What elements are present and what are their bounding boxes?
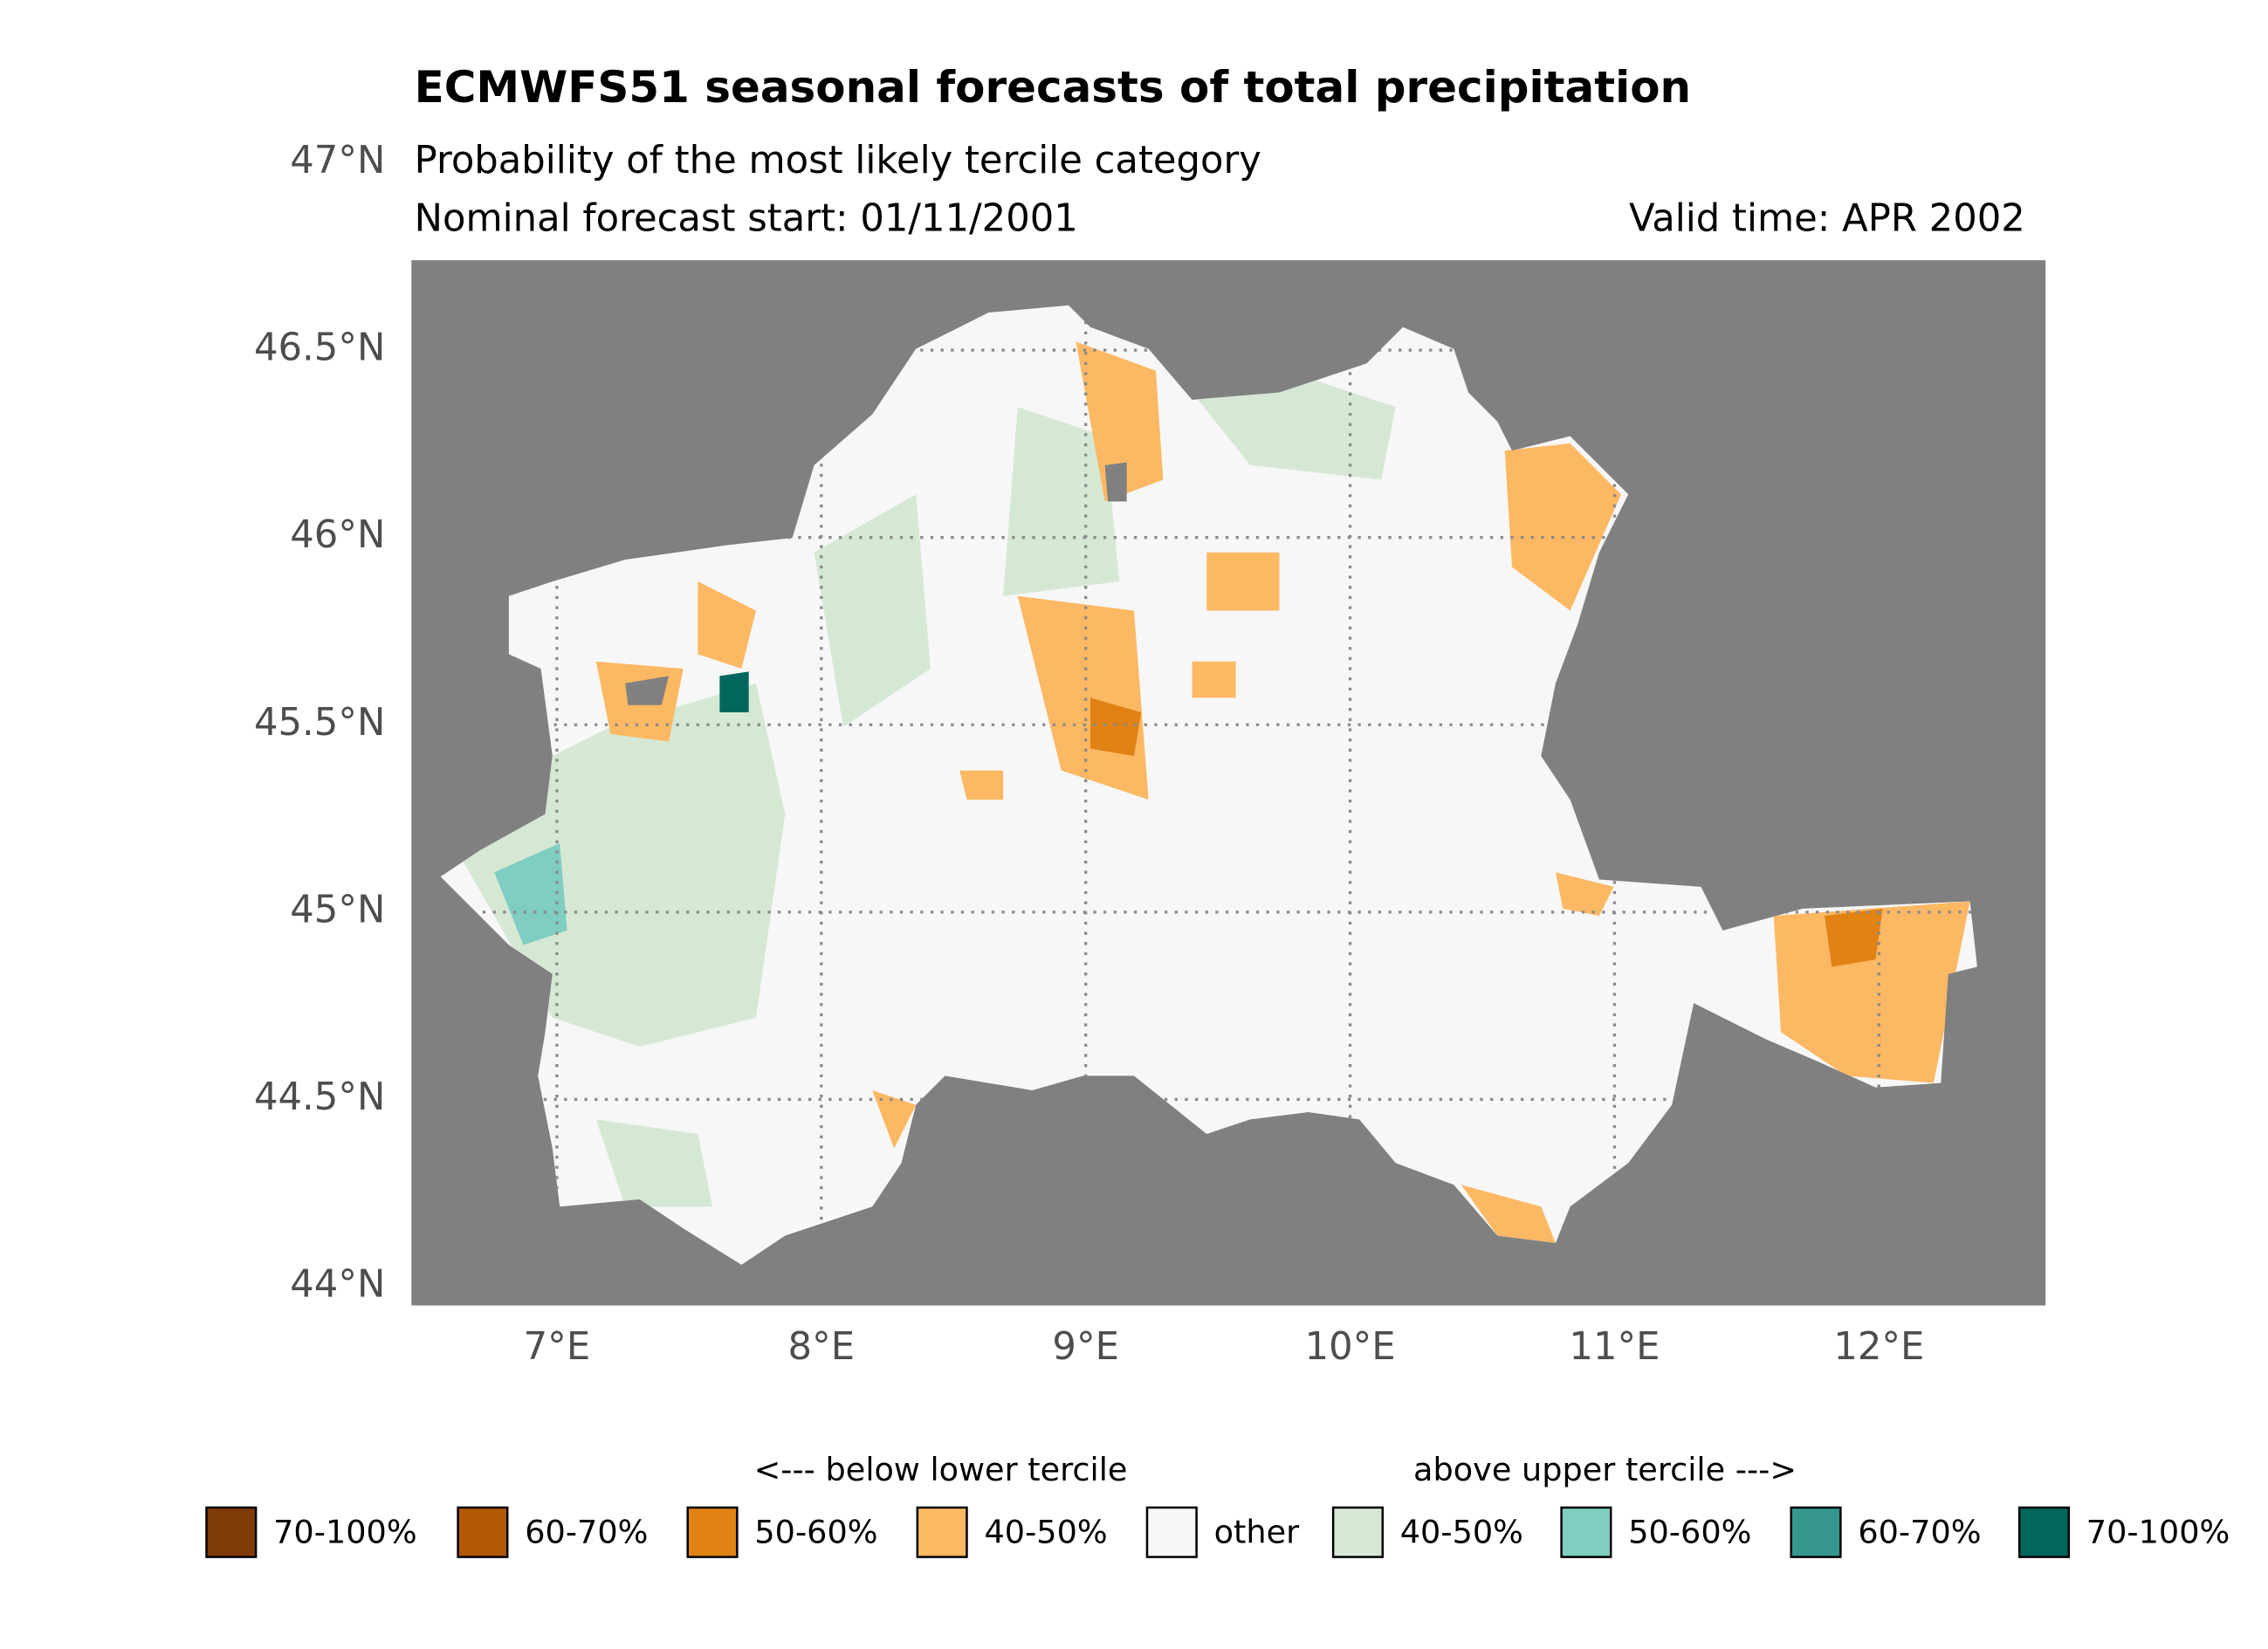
legend-swatch — [1145, 1506, 1198, 1558]
legend-label: 40-50% — [984, 1513, 1107, 1550]
x-tick-label: 8°E — [788, 1325, 856, 1369]
masked — [625, 462, 1127, 705]
legend-label: other — [1214, 1513, 1301, 1550]
dry-areas — [595, 341, 1970, 1243]
legend-label: 60-70% — [1858, 1513, 1981, 1550]
y-tick-label: 44°N — [290, 1263, 385, 1307]
y-tick-label: 47°N — [290, 139, 385, 182]
legend-label: 70-100% — [2086, 1513, 2230, 1550]
legend-swatch — [916, 1506, 968, 1558]
legend-label: 60-70% — [525, 1513, 648, 1550]
x-tick-label: 12°E — [1833, 1325, 1924, 1369]
legend-label: 70-100% — [273, 1513, 417, 1550]
wet-max — [719, 671, 749, 713]
legend-label: 50-60% — [1628, 1513, 1751, 1550]
legend-swatch — [686, 1506, 739, 1558]
legend-swatch — [1331, 1506, 1385, 1558]
legend-heading: <--- below lower tercile — [754, 1451, 1128, 1488]
legend-swatch — [457, 1506, 509, 1558]
y-tick-label: 45°N — [290, 888, 385, 931]
start-label: Nominal forecast start: 01/11/2001 — [415, 197, 1078, 241]
y-tick-label: 44.5°N — [254, 1075, 385, 1119]
y-tick-label: 45.5°N — [254, 701, 385, 745]
valid-label: Valid time: APR 2002 — [1629, 197, 2025, 241]
y-tick-label: 46.5°N — [254, 326, 385, 370]
legend-heading: above upper tercile ---> — [1413, 1451, 1797, 1488]
legend-label: 40-50% — [1400, 1513, 1523, 1550]
x-tick-label: 9°E — [1052, 1325, 1119, 1369]
x-tick-label: 10°E — [1305, 1325, 1396, 1369]
legend-label: 50-60% — [754, 1513, 877, 1550]
chart-title: ECMWFS51 seasonal forecasts of total pre… — [415, 62, 1691, 113]
legend-swatch — [1790, 1506, 1842, 1558]
wet-strong — [494, 842, 567, 945]
x-tick-label: 11°E — [1569, 1325, 1660, 1369]
subtitle: Probability of the most likely tercile c… — [415, 139, 1261, 182]
legend-swatch — [2017, 1506, 2071, 1558]
x-tick-label: 7°E — [524, 1325, 591, 1369]
legend-swatch — [205, 1506, 258, 1558]
dry-strong — [1090, 697, 1883, 967]
y-tick-label: 46°N — [290, 513, 385, 557]
legend-swatch — [1560, 1506, 1612, 1558]
